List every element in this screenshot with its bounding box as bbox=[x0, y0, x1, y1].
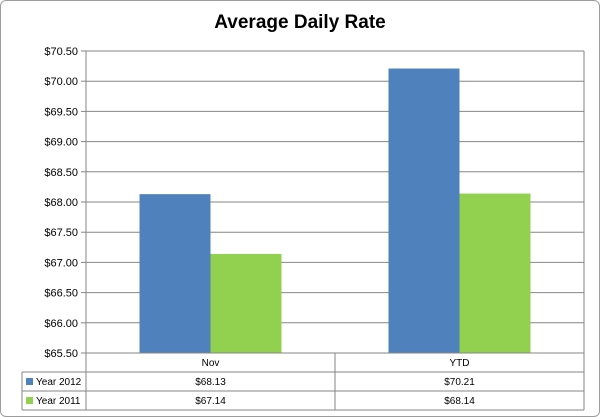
y-tick-label: $68.50 bbox=[44, 167, 78, 179]
bars bbox=[139, 68, 531, 354]
category-label: Nov bbox=[202, 358, 220, 369]
bar-year-2012-ytd bbox=[388, 68, 460, 354]
y-tick-label: $67.00 bbox=[44, 257, 78, 269]
legend-label: Year 2012 bbox=[36, 377, 82, 388]
y-tick-labels: $70.50 $70.00 $69.50 $69.00 $68.50 $68.00 $67.… bbox=[44, 46, 78, 360]
category-label: YTD bbox=[450, 358, 470, 369]
data-table: Nov YTD Year 2012 $68.13 $70.21 Year 2011 $67.… bbox=[21, 352, 585, 411]
y-tick-label: $69.50 bbox=[44, 106, 78, 118]
data-label: $67.14 bbox=[195, 396, 226, 407]
y-tick-label: $69.00 bbox=[44, 137, 78, 149]
bar-year-2011-nov bbox=[210, 253, 282, 353]
y-tick-label: $67.50 bbox=[44, 227, 78, 239]
y-tick-label: $66.00 bbox=[44, 318, 78, 330]
legend-swatch bbox=[26, 397, 33, 404]
y-tick-label: $66.50 bbox=[44, 288, 78, 300]
data-label: $68.14 bbox=[444, 396, 475, 407]
legend-swatch bbox=[26, 378, 33, 385]
data-label: $68.13 bbox=[195, 377, 226, 388]
legend-label: Year 2011 bbox=[36, 396, 81, 407]
chart-title: Average Daily Rate bbox=[214, 12, 386, 33]
y-tick-label: $68.00 bbox=[44, 197, 78, 209]
axes bbox=[85, 51, 585, 353]
data-label: $70.21 bbox=[444, 377, 475, 388]
y-tick-label: $65.50 bbox=[44, 348, 78, 360]
y-tick-label: $70.50 bbox=[44, 46, 78, 58]
bar-year-2011-ytd bbox=[459, 193, 531, 353]
bar-year-2012-nov bbox=[139, 194, 211, 353]
y-tick-label: $70.00 bbox=[44, 76, 78, 88]
